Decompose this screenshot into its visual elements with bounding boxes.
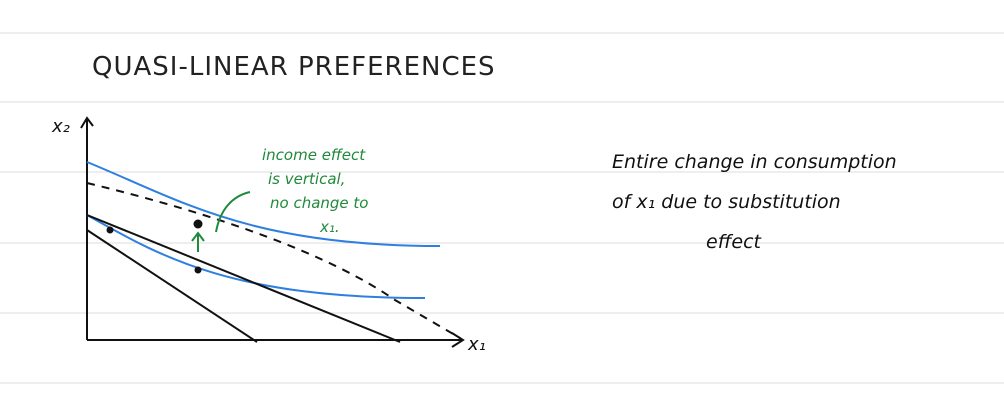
budget-line [86,229,258,343]
y-axis-label: x₂ [51,116,70,137]
annotation: income effect is vertical, no change to … [262,146,368,236]
annotation-line: x₁. [319,218,340,236]
dashed-budget-line [86,182,461,339]
point [106,226,114,234]
note-line: effect [706,231,763,253]
annotation-line: income effect [262,146,366,164]
y-arrow [80,116,94,129]
note-line: Entire change in consumption [612,151,897,173]
point [194,266,202,274]
indifference-curve-high [86,161,441,247]
indifference-curve-low [86,214,426,299]
ruled-lines [0,32,1004,384]
budget-line [86,214,401,343]
title: QUASI-LINEAR PREFERENCES [92,52,496,82]
x-arrow [451,332,465,348]
point [193,219,203,229]
diagram [80,116,465,348]
green-pointer [215,191,251,233]
annotation-line: no change to [270,194,368,212]
x-axis-label: x₁ [467,334,486,355]
annotation-line: is vertical, [268,170,345,188]
note-line: of x₁ due to substitution [612,191,841,213]
green-arrowhead [191,231,205,242]
note: Entire change in consumption of x₁ due t… [612,151,897,253]
